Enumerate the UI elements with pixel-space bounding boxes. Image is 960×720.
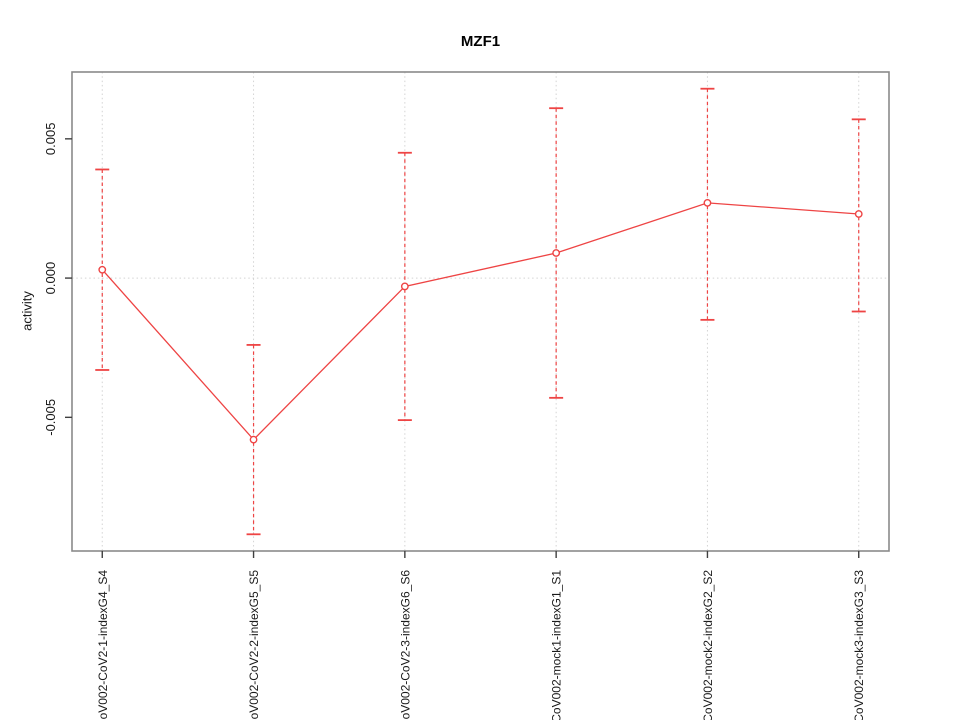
data-point-marker xyxy=(249,435,258,444)
y-tick-label: 0.005 xyxy=(43,123,58,156)
series-line xyxy=(101,202,859,441)
data-point-marker xyxy=(400,282,409,291)
data-point-marker xyxy=(552,249,561,257)
data-point-marker xyxy=(854,210,863,218)
data-point-marker xyxy=(98,265,107,274)
data-point-marker xyxy=(703,198,712,207)
x-tick-label: CoV002-CoV2-3-indexG6_S6 xyxy=(398,570,412,720)
x-tick-label: CoV002-mock3-indexG3_S3 xyxy=(852,570,866,720)
y-tick-label: -0.005 xyxy=(43,399,58,436)
chart-title: MZF1 xyxy=(460,33,501,50)
x-tick-label: CoV002-CoV2-2-indexG5_S5 xyxy=(247,570,261,720)
x-tick-label: CoV002-mock2-indexG2_S2 xyxy=(701,570,715,720)
x-tick-label: CoV002-mock1-indexG1_S1 xyxy=(550,570,564,720)
y-tick-label: 0.000 xyxy=(43,262,58,295)
x-tick-label: CoV002-CoV2-1-indexG4_S4 xyxy=(96,570,110,720)
plot-box xyxy=(71,71,890,552)
